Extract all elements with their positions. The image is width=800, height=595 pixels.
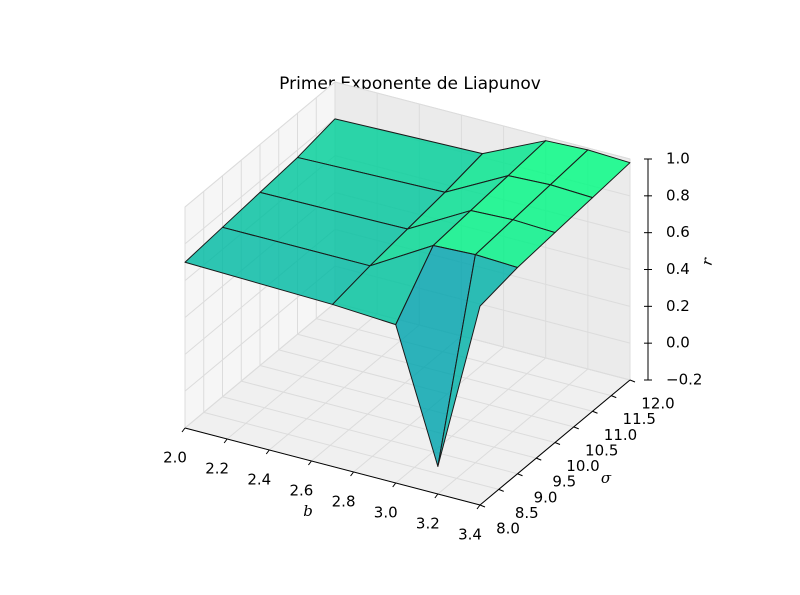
y-axis-label: σ xyxy=(601,469,612,487)
x-tick xyxy=(476,504,481,510)
y-tick xyxy=(536,457,542,461)
x-tick-label: 2.2 xyxy=(205,460,229,478)
z-tick-label: 0.2 xyxy=(666,297,690,315)
x-tick-label: 2.0 xyxy=(163,449,187,467)
surface-face xyxy=(437,254,518,467)
x-tick-label: 3.4 xyxy=(458,526,482,544)
y-tick xyxy=(479,504,486,508)
z-tick-label: 0.0 xyxy=(666,334,690,352)
x-tick xyxy=(223,438,228,444)
y-tick xyxy=(592,410,598,414)
x-axis-line xyxy=(184,427,481,506)
z-axis-label: r xyxy=(698,256,717,267)
y-tick-label: 12.0 xyxy=(641,395,674,413)
z-tick-label: 0.8 xyxy=(666,186,690,204)
x-tick xyxy=(308,460,312,466)
z-tick-label: −0.2 xyxy=(666,371,702,389)
z-tick-label: 0.4 xyxy=(666,260,690,278)
grid-line xyxy=(259,365,556,443)
y-tick xyxy=(611,395,617,399)
y-tick-label: 11.0 xyxy=(604,426,637,444)
x-tick-label: 3.2 xyxy=(416,515,440,533)
x-axis-label: b xyxy=(303,502,313,520)
grid-line xyxy=(203,411,499,490)
x-tick xyxy=(181,427,186,433)
y-tick-label: 9.5 xyxy=(552,473,576,491)
chart-title: Primer Exponente de Liapunov xyxy=(279,74,541,94)
x-tick-label: 3.0 xyxy=(374,504,398,522)
y-tick-label: 8.0 xyxy=(496,520,520,538)
x-tick xyxy=(392,482,397,488)
x-tick-label: 2.6 xyxy=(289,482,313,500)
y-tick xyxy=(629,379,636,383)
y-tick-label: 9.0 xyxy=(534,488,558,506)
y-tick-label: 10.0 xyxy=(566,457,599,475)
y-tick xyxy=(554,442,561,445)
x-tick-label: 2.4 xyxy=(247,471,271,489)
y-tick xyxy=(517,473,523,477)
grid-line xyxy=(241,380,537,459)
y-tick-label: 11.5 xyxy=(623,410,656,428)
x-tick-label: 2.8 xyxy=(332,493,356,511)
grid-line xyxy=(184,81,336,208)
y-tick-label: 8.5 xyxy=(515,504,539,522)
y-tick xyxy=(573,426,579,430)
y-tick xyxy=(498,488,504,492)
z-tick-label: 1.0 xyxy=(666,150,690,168)
grid-line xyxy=(184,302,336,429)
x-tick xyxy=(350,471,354,477)
y-tick-label: 10.5 xyxy=(585,441,618,459)
x-tick xyxy=(265,449,270,455)
grid-line xyxy=(222,396,518,475)
x-tick xyxy=(434,493,439,499)
z-tick-label: 0.6 xyxy=(666,223,690,241)
grid-line xyxy=(334,81,631,160)
grid-line xyxy=(184,118,336,245)
